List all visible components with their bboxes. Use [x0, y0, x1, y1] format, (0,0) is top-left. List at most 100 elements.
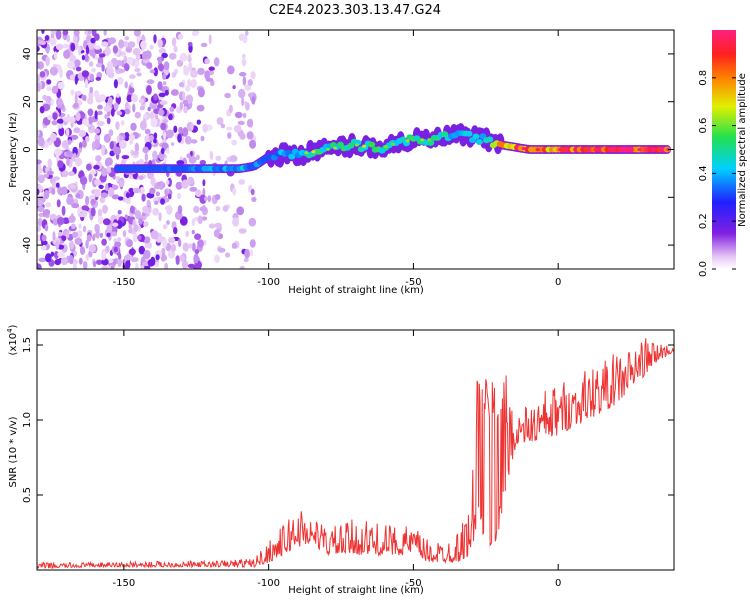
noise-speckle	[101, 238, 107, 246]
noise-speckle	[111, 194, 120, 200]
noise-speckle	[92, 260, 97, 268]
noise-speckle	[167, 237, 176, 244]
noise-speckle	[134, 58, 140, 69]
noise-speckle	[191, 242, 196, 252]
noise-speckle	[133, 30, 141, 37]
noise-speckle	[112, 222, 119, 227]
noise-speckle	[85, 239, 89, 249]
noise-speckle	[62, 116, 71, 122]
noise-speckle	[94, 45, 101, 50]
noise-speckle	[100, 192, 109, 198]
noise-speckle	[62, 30, 69, 36]
noise-speckle	[57, 160, 64, 169]
ridge-peak	[391, 142, 396, 146]
noise-speckle	[57, 186, 63, 195]
noise-speckle	[57, 81, 65, 90]
noise-speckle	[51, 120, 58, 126]
noise-speckle	[251, 196, 257, 203]
noise-speckle	[90, 37, 96, 44]
noise-speckle	[184, 135, 192, 145]
noise-speckle	[134, 67, 141, 73]
noise-speckle	[67, 139, 72, 145]
noise-speckle	[178, 126, 183, 135]
noise-speckle	[89, 73, 95, 82]
noise-speckle	[135, 54, 141, 61]
noise-speckle	[87, 30, 92, 35]
noise-speckle	[155, 191, 160, 197]
noise-speckle	[136, 72, 142, 77]
snr-y-multiplier-label: (x10	[8, 333, 19, 356]
noise-speckle	[130, 122, 137, 131]
noise-speckle	[39, 71, 46, 78]
noise-speckle	[157, 39, 163, 48]
noise-speckle	[142, 146, 149, 154]
noise-speckle	[134, 111, 141, 119]
noise-speckle	[208, 223, 216, 229]
noise-speckle	[201, 216, 208, 221]
noise-speckle	[232, 217, 240, 227]
noise-speckle	[150, 176, 156, 187]
noise-speckle	[101, 41, 109, 47]
ridge-peak	[622, 147, 627, 152]
spectrogram-marks	[37, 30, 672, 269]
noise-speckle	[51, 85, 59, 95]
noise-speckle	[84, 78, 89, 89]
noise-speckle	[50, 33, 55, 39]
noise-speckle	[197, 67, 205, 76]
noise-speckle	[197, 215, 203, 225]
noise-speckle	[73, 152, 77, 159]
noise-speckle	[129, 74, 136, 79]
noise-speckle	[250, 188, 255, 196]
snr-y-ticks: 0.5 1.0 1.5	[22, 337, 674, 503]
noise-speckle	[69, 54, 77, 63]
noise-speckle	[149, 44, 154, 50]
noise-speckle	[162, 224, 168, 230]
noise-speckle	[200, 135, 205, 142]
noise-speckle	[121, 51, 127, 57]
noise-speckle	[99, 196, 106, 204]
noise-speckle	[126, 239, 133, 248]
figure-title: C2E4.2023.303.13.47.G24	[269, 3, 441, 18]
noise-speckle	[214, 222, 222, 228]
noise-speckle	[143, 113, 149, 120]
noise-speckle	[130, 257, 139, 263]
noise-speckle	[94, 33, 100, 41]
noise-speckle	[132, 150, 140, 156]
noise-speckle	[208, 66, 215, 71]
noise-speckle	[183, 66, 190, 76]
noise-speckle	[171, 37, 177, 47]
noise-speckle	[181, 91, 186, 100]
noise-speckle	[124, 81, 128, 89]
spectrogram-y-label: Frequency (Hz)	[8, 112, 19, 188]
x-tick-label: -150	[113, 277, 136, 288]
noise-speckle	[153, 34, 157, 44]
noise-speckle	[241, 58, 247, 67]
noise-speckle	[65, 128, 70, 137]
noise-speckle	[56, 97, 63, 107]
noise-speckle	[124, 63, 130, 72]
noise-speckle	[159, 100, 168, 106]
noise-speckle	[123, 132, 130, 142]
noise-speckle	[175, 181, 183, 190]
noise-speckle	[66, 157, 70, 166]
noise-speckle	[178, 82, 185, 88]
noise-speckle	[164, 262, 168, 269]
noise-speckle	[251, 96, 256, 105]
ridge-peak	[514, 145, 519, 149]
noise-speckle	[55, 30, 62, 40]
noise-speckle	[239, 133, 246, 140]
noise-speckle	[248, 217, 257, 227]
noise-speckle	[164, 189, 168, 198]
noise-speckle	[231, 242, 238, 249]
noise-speckle	[242, 53, 246, 59]
noise-speckle	[196, 119, 201, 125]
noise-speckle	[85, 195, 90, 206]
noise-speckle	[154, 262, 160, 268]
noise-speckle	[190, 139, 198, 144]
noise-speckle	[70, 213, 74, 222]
noise-speckle	[247, 79, 253, 86]
y-tick-label: 1.0	[22, 412, 33, 428]
snr-frame	[36, 329, 675, 571]
y-tick-label: -20	[22, 189, 33, 205]
noise-speckle	[150, 118, 158, 128]
